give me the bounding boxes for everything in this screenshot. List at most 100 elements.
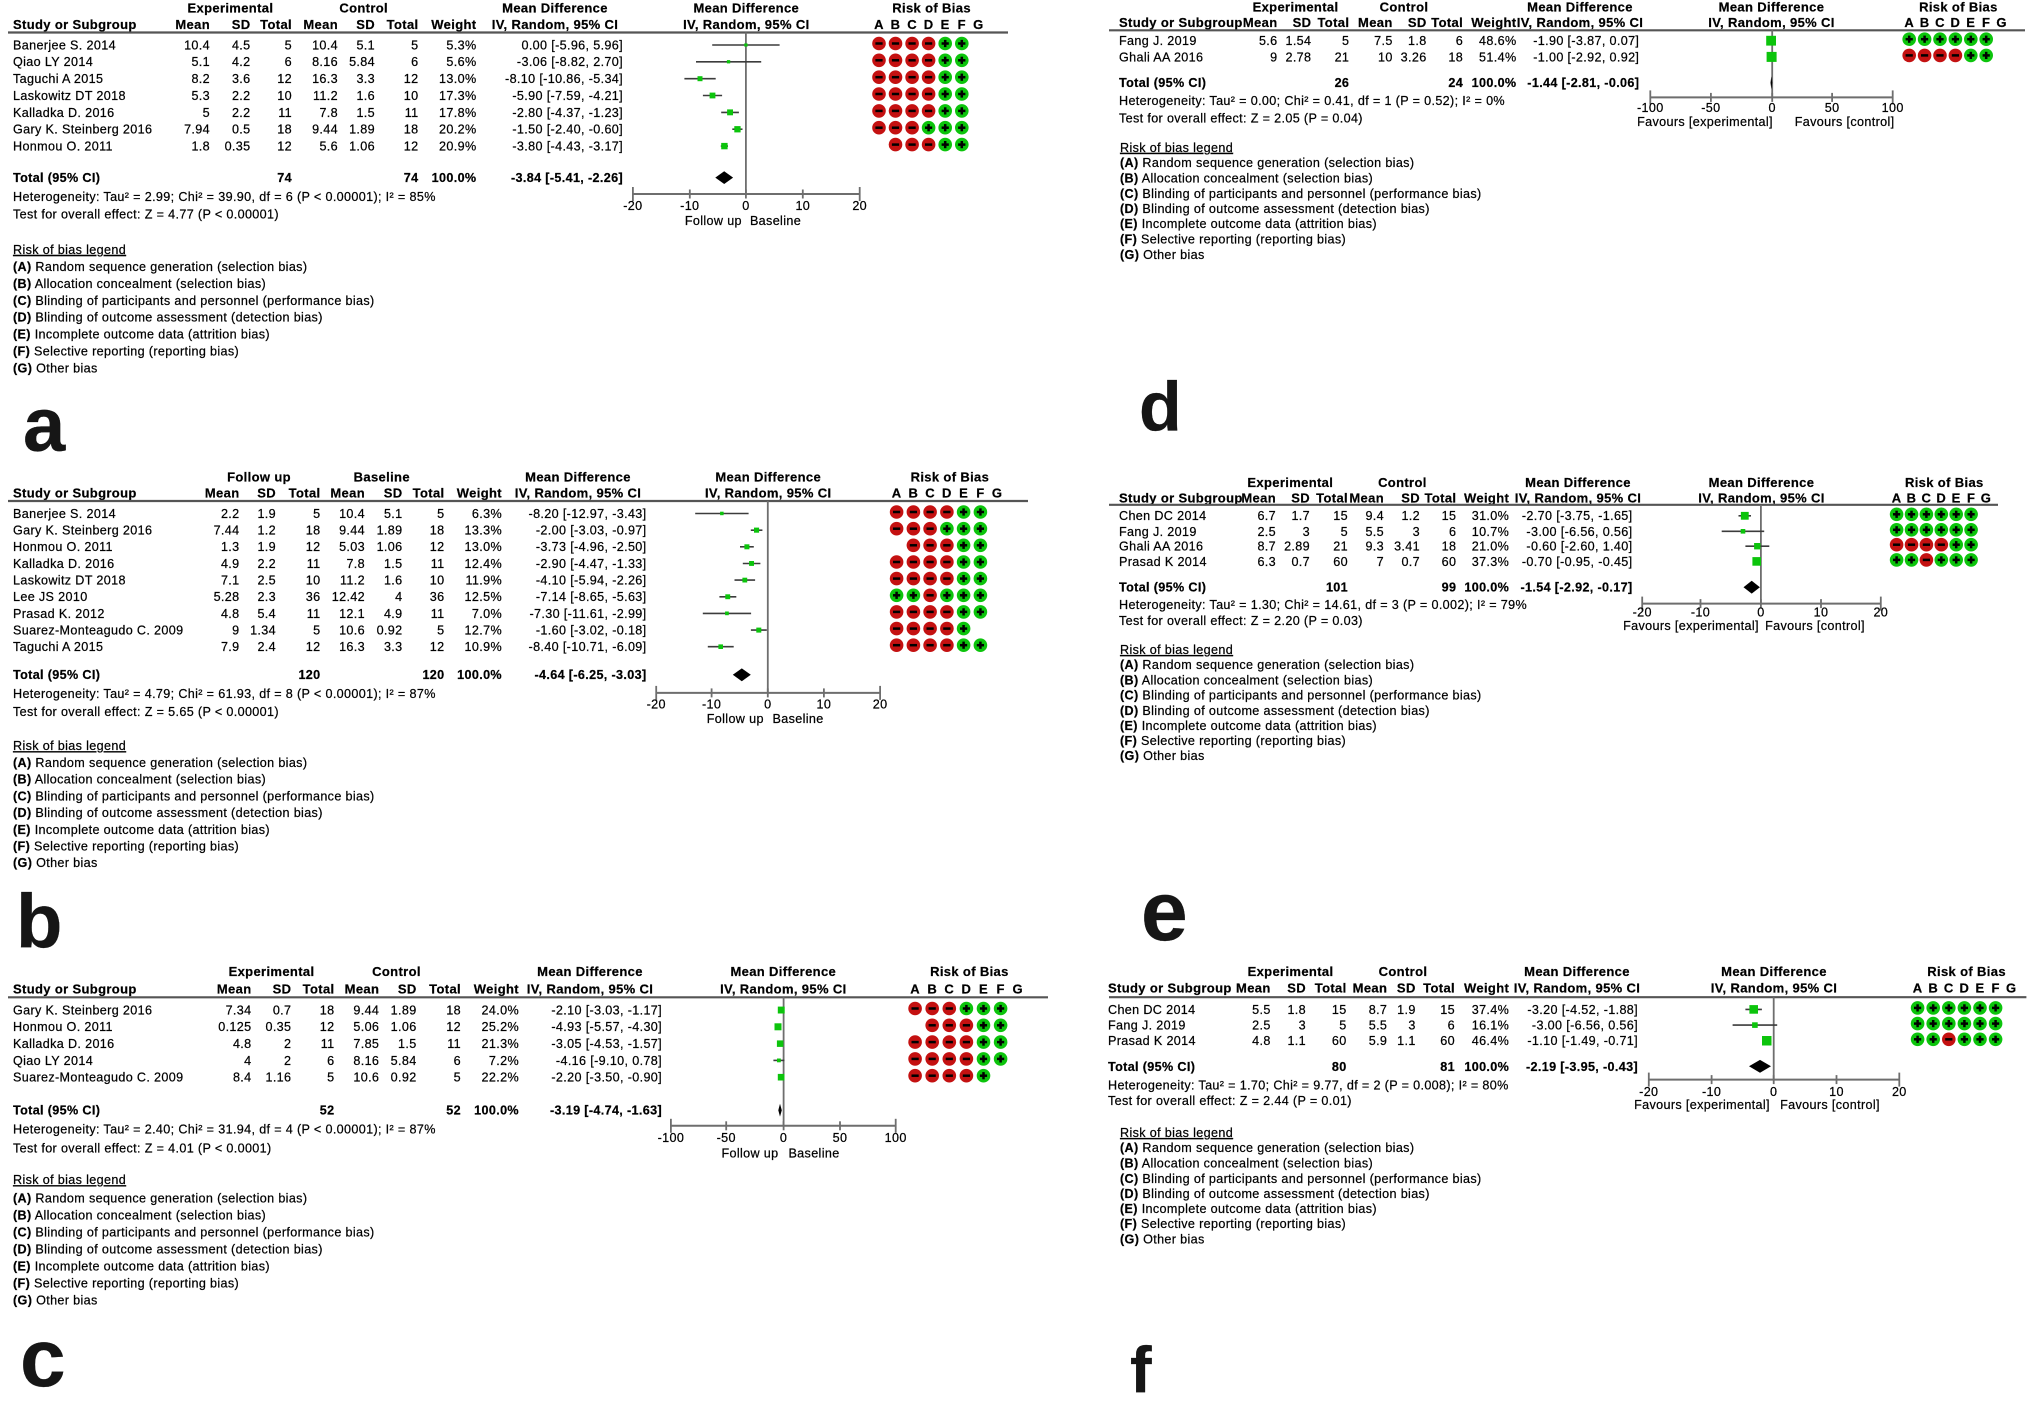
- svg-text:5.5: 5.5: [1365, 525, 1384, 539]
- svg-text:Total (95% CI): Total (95% CI): [13, 668, 100, 682]
- svg-text:15: 15: [1440, 1003, 1455, 1017]
- svg-text:6: 6: [327, 1054, 334, 1068]
- svg-text:Honmou O. 2011: Honmou O. 2011: [13, 540, 113, 554]
- svg-text:Weight: Weight: [457, 485, 503, 500]
- svg-text:B: B: [1920, 15, 1930, 30]
- svg-text:Kalladka D. 2016: Kalladka D. 2016: [13, 106, 115, 120]
- svg-text:(C) Blinding of participants a: (C) Blinding of participants and personn…: [1120, 1172, 1482, 1186]
- svg-text:Study or Subgroup: Study or Subgroup: [1108, 980, 1232, 995]
- svg-text:Prasad K 2014: Prasad K 2014: [1119, 555, 1207, 569]
- svg-text:Weight: Weight: [1471, 15, 1517, 30]
- svg-text:18: 18: [277, 123, 292, 137]
- svg-text:G: G: [973, 17, 983, 32]
- svg-text:a: a: [23, 383, 66, 468]
- svg-text:6: 6: [285, 55, 292, 69]
- svg-text:e: e: [1141, 864, 1188, 958]
- svg-text:5.3%: 5.3%: [446, 39, 476, 53]
- svg-text:-3.05 [-4.53, -1.57]: -3.05 [-4.53, -1.57]: [551, 1037, 662, 1051]
- svg-text:48.6%: 48.6%: [1479, 34, 1516, 48]
- svg-text:(C) Blinding of participants a: (C) Blinding of participants and personn…: [1120, 187, 1482, 201]
- svg-text:0.125: 0.125: [218, 1020, 251, 1034]
- svg-text:10: 10: [430, 574, 445, 588]
- svg-text:(C) Blinding of participants a: (C) Blinding of participants and personn…: [13, 1226, 375, 1240]
- svg-text:16.3: 16.3: [339, 640, 365, 654]
- svg-text:12.5%: 12.5%: [465, 590, 502, 604]
- svg-text:Mean: Mean: [1243, 15, 1278, 30]
- svg-text:12: 12: [306, 540, 321, 554]
- svg-text:Mean: Mean: [217, 982, 252, 997]
- svg-text:4: 4: [244, 1054, 251, 1068]
- svg-text:Baseline: Baseline: [750, 214, 801, 228]
- svg-text:G: G: [2006, 980, 2016, 995]
- svg-text:Mean: Mean: [345, 982, 380, 997]
- svg-text:-3.84 [-5.41, -2.26]: -3.84 [-5.41, -2.26]: [511, 171, 623, 185]
- svg-text:SD: SD: [1401, 490, 1420, 505]
- svg-text:10: 10: [277, 89, 292, 103]
- svg-text:F: F: [1967, 490, 1975, 505]
- svg-text:-2.90 [-4.47, -1.33]: -2.90 [-4.47, -1.33]: [536, 557, 647, 571]
- svg-text:SD: SD: [1408, 15, 1427, 30]
- svg-text:7.34: 7.34: [226, 1004, 252, 1018]
- svg-text:36: 36: [306, 590, 321, 604]
- svg-text:SD: SD: [257, 485, 276, 500]
- svg-text:0.5: 0.5: [232, 123, 251, 137]
- svg-text:Control: Control: [1379, 964, 1428, 979]
- svg-text:-0.60 [-2.60, 1.40]: -0.60 [-2.60, 1.40]: [1526, 540, 1632, 554]
- svg-text:Chen DC 2014: Chen DC 2014: [1108, 1003, 1196, 1017]
- svg-text:4.9: 4.9: [384, 607, 403, 621]
- svg-text:-20: -20: [623, 199, 642, 213]
- svg-text:Total: Total: [1317, 15, 1349, 30]
- svg-text:3.41: 3.41: [1394, 540, 1420, 554]
- svg-text:-1.00 [-2.92, 0.92]: -1.00 [-2.92, 0.92]: [1533, 50, 1639, 64]
- svg-text:Control: Control: [1378, 475, 1427, 490]
- svg-text:1.9: 1.9: [257, 540, 276, 554]
- svg-text:7.5: 7.5: [1374, 34, 1393, 48]
- svg-text:1.06: 1.06: [377, 540, 403, 554]
- svg-text:Test for overall effect: Z = 2: Test for overall effect: Z = 2.20 (P = 0…: [1119, 614, 1363, 628]
- svg-text:8.16: 8.16: [353, 1054, 379, 1068]
- svg-text:74: 74: [404, 171, 419, 185]
- svg-text:5: 5: [313, 507, 320, 521]
- svg-text:36: 36: [430, 590, 445, 604]
- svg-text:7.94: 7.94: [184, 123, 210, 137]
- svg-text:5: 5: [454, 1071, 461, 1085]
- svg-text:100.0%: 100.0%: [1464, 581, 1509, 595]
- svg-text:(C) Blinding of participants a: (C) Blinding of participants and personn…: [13, 789, 375, 803]
- svg-text:1.8: 1.8: [1408, 34, 1427, 48]
- svg-text:11: 11: [447, 1037, 461, 1051]
- svg-text:8.2: 8.2: [191, 72, 210, 86]
- svg-text:2.2: 2.2: [232, 106, 251, 120]
- svg-text:0.7: 0.7: [1401, 555, 1420, 569]
- svg-text:SD: SD: [356, 17, 375, 32]
- svg-text:-3.00 [-6.56, 0.56]: -3.00 [-6.56, 0.56]: [1526, 525, 1632, 539]
- svg-text:11.2: 11.2: [340, 574, 365, 588]
- svg-text:0: 0: [764, 698, 771, 712]
- svg-text:Total: Total: [387, 17, 419, 32]
- svg-text:0.35: 0.35: [265, 1020, 291, 1034]
- svg-text:10: 10: [1814, 606, 1829, 620]
- svg-text:74: 74: [277, 171, 292, 185]
- svg-text:(B) Allocation concealment (se: (B) Allocation concealment (selection bi…: [13, 773, 266, 787]
- svg-text:Experimental: Experimental: [229, 964, 315, 979]
- svg-text:Mean: Mean: [1358, 15, 1393, 30]
- svg-text:(F) Selective reporting (repor: (F) Selective reporting (reporting bias): [13, 344, 239, 358]
- svg-text:81: 81: [1440, 1060, 1455, 1074]
- svg-text:4.2: 4.2: [232, 55, 251, 69]
- svg-text:50: 50: [833, 1131, 848, 1145]
- svg-text:25.2%: 25.2%: [482, 1020, 519, 1034]
- svg-text:(E) Incomplete outcome data (a: (E) Incomplete outcome data (attrition b…: [1120, 719, 1377, 733]
- svg-text:1.89: 1.89: [349, 123, 375, 137]
- svg-text:C: C: [1935, 15, 1945, 30]
- svg-text:B: B: [909, 485, 919, 500]
- svg-text:Mean Difference: Mean Difference: [730, 964, 836, 979]
- svg-text:Risk of Bias: Risk of Bias: [1927, 964, 2006, 979]
- svg-text:1.89: 1.89: [391, 1004, 417, 1018]
- svg-text:SD: SD: [273, 982, 292, 997]
- svg-text:99: 99: [1442, 581, 1457, 595]
- svg-text:0: 0: [1757, 606, 1764, 620]
- svg-text:Mean: Mean: [175, 17, 210, 32]
- svg-text:3: 3: [1303, 525, 1310, 539]
- svg-text:-2.00 [-3.03, -0.97]: -2.00 [-3.03, -0.97]: [536, 524, 647, 538]
- svg-text:SD: SD: [1397, 980, 1416, 995]
- svg-text:6: 6: [1448, 1019, 1455, 1033]
